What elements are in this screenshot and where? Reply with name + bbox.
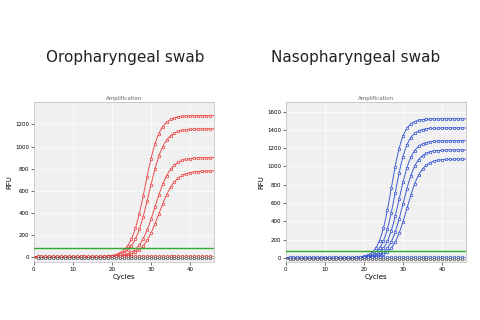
Title: Amplification: Amplification [358,96,394,100]
Y-axis label: RFU: RFU [259,175,264,189]
Text: Nasopharyngeal swab: Nasopharyngeal swab [271,50,440,65]
Y-axis label: RFU: RFU [7,175,12,189]
X-axis label: Cycles: Cycles [112,274,135,280]
Title: Amplification: Amplification [106,96,142,100]
X-axis label: Cycles: Cycles [364,274,387,280]
Text: Oropharyngeal swab: Oropharyngeal swab [46,50,204,65]
